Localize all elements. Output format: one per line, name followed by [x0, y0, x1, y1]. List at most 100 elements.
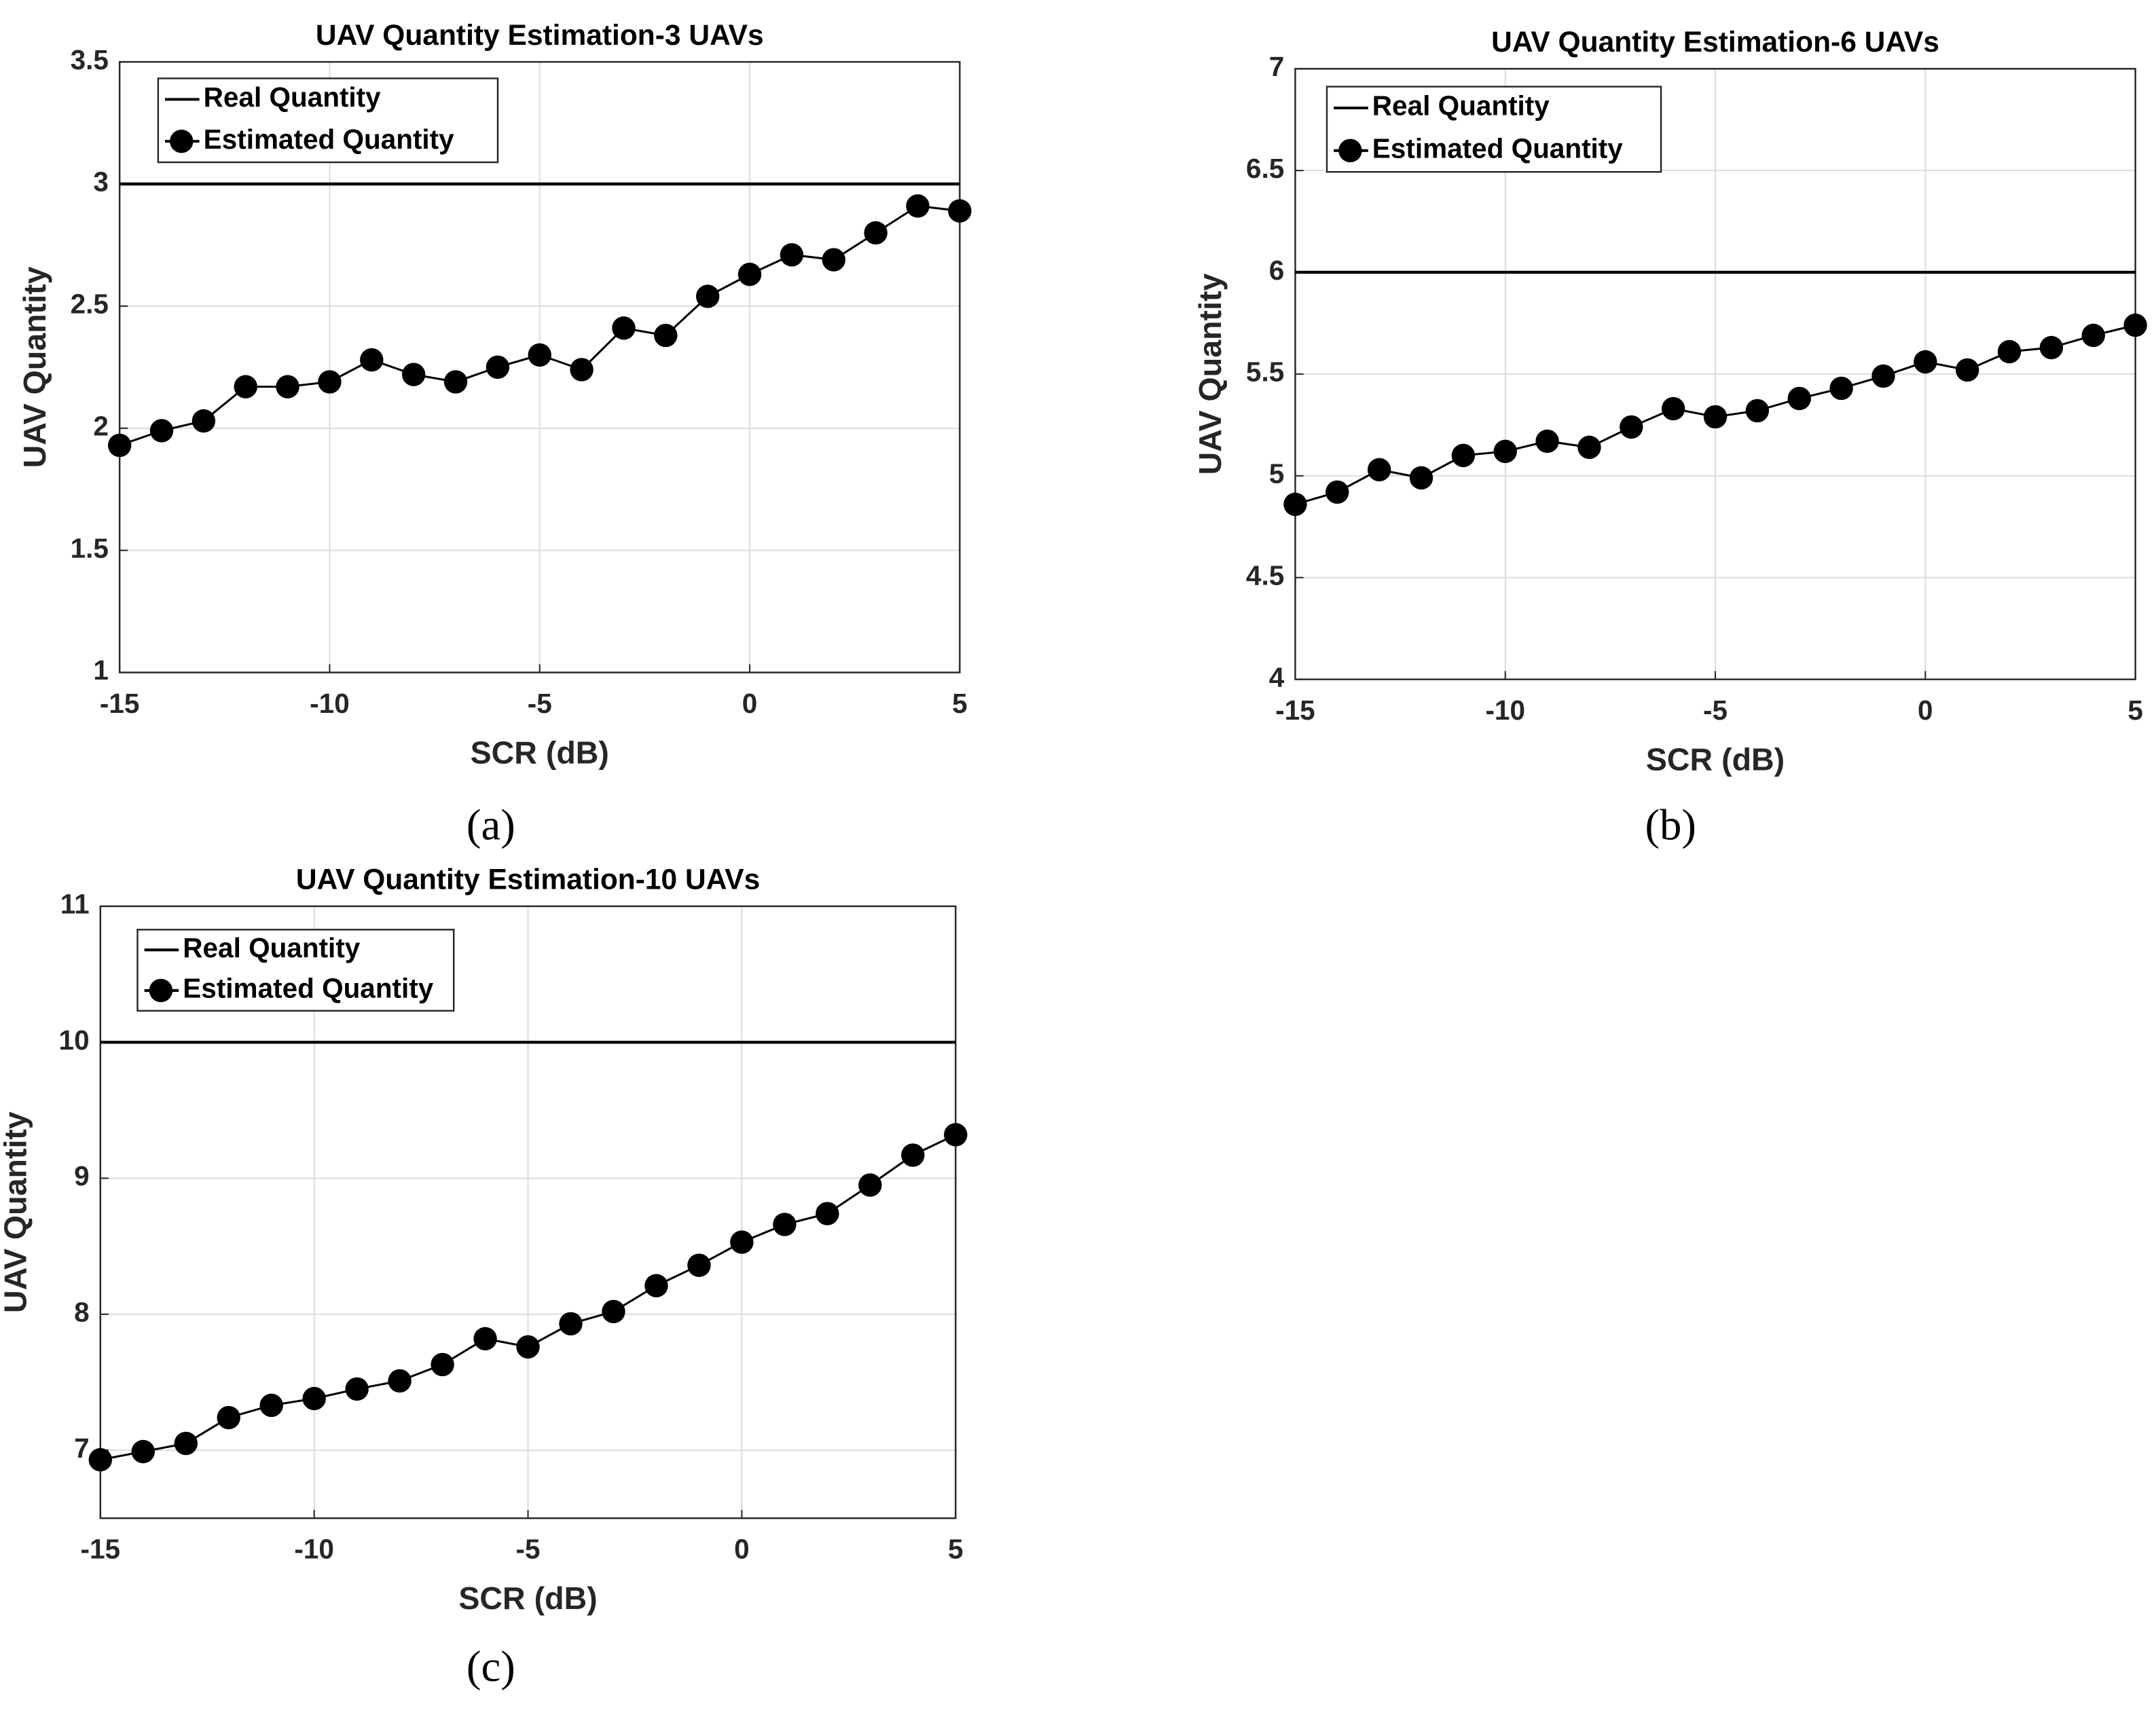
- marker: [822, 248, 845, 272]
- marker: [486, 355, 510, 380]
- marker: [816, 1202, 839, 1225]
- marker: [473, 1327, 497, 1351]
- marker: [1577, 435, 1601, 460]
- marker: [1914, 350, 1937, 374]
- marker: [1367, 458, 1391, 482]
- y-tick-label: 1: [93, 654, 109, 686]
- x-tick-label: -10: [1485, 695, 1525, 726]
- x-tick-label: 5: [948, 1534, 964, 1565]
- legend-marker: [1338, 138, 1362, 163]
- chart-title: UAV Quantity Estimation-10 UAVs: [296, 864, 760, 896]
- marker: [149, 419, 174, 443]
- marker: [901, 1143, 925, 1167]
- marker: [559, 1312, 583, 1336]
- x-tick-label: -15: [1275, 695, 1315, 726]
- marker: [1787, 386, 1811, 411]
- marker: [1997, 339, 2022, 364]
- marker: [174, 1431, 198, 1456]
- y-tick-label: 3.5: [71, 44, 109, 75]
- x-tick-label: -10: [310, 688, 350, 719]
- y-tick-label: 9: [74, 1160, 90, 1191]
- x-axis-label: SCR (dB): [458, 1581, 597, 1616]
- marker: [906, 194, 930, 218]
- marker: [864, 221, 888, 245]
- chart-title: UAV Quantity Estimation-3 UAVs: [316, 20, 764, 52]
- caption: (c): [467, 1642, 515, 1691]
- y-tick-label: 3: [93, 166, 109, 198]
- marker: [2123, 313, 2147, 337]
- caption: (a): [467, 800, 515, 849]
- marker: [1703, 405, 1728, 429]
- marker: [944, 1123, 968, 1147]
- x-tick-label: -15: [81, 1534, 121, 1565]
- marker: [131, 1439, 156, 1464]
- marker: [1493, 439, 1517, 464]
- marker: [217, 1405, 240, 1430]
- y-tick-label: 10: [59, 1024, 90, 1056]
- y-tick-label: 7: [1269, 51, 1285, 82]
- marker: [602, 1299, 625, 1324]
- legend-marker: [170, 129, 194, 153]
- marker: [948, 199, 972, 223]
- marker: [443, 370, 468, 394]
- y-tick-label: 1.5: [71, 532, 109, 563]
- plot-frame: [118, 60, 961, 673]
- legend-label: Estimated Quantity: [204, 124, 454, 155]
- marker: [276, 375, 299, 399]
- marker: [345, 1377, 369, 1401]
- marker: [302, 1386, 326, 1411]
- y-tick-label: 6.5: [1246, 153, 1284, 184]
- marker: [644, 1274, 668, 1297]
- legend-label: Real Quantity: [1372, 90, 1550, 122]
- marker: [1829, 376, 1853, 401]
- marker: [516, 1335, 540, 1359]
- marker: [318, 370, 342, 394]
- y-tick-label: 7: [74, 1432, 90, 1464]
- marker: [780, 243, 804, 267]
- legend-label: Real Quantity: [204, 81, 381, 113]
- x-tick-label: -10: [294, 1534, 334, 1565]
- legend-marker: [149, 978, 173, 1003]
- x-tick-label: -5: [528, 688, 552, 719]
- x-tick-label: 0: [742, 688, 758, 719]
- marker: [612, 316, 636, 340]
- y-tick-label: 6: [1269, 255, 1285, 286]
- marker: [528, 343, 551, 367]
- x-axis-label: SCR (dB): [471, 735, 609, 770]
- plot-frame: [1294, 68, 2136, 680]
- x-tick-label: 5: [952, 688, 968, 719]
- marker: [1535, 429, 1559, 454]
- marker: [1409, 466, 1433, 490]
- marker: [259, 1393, 283, 1418]
- marker: [654, 323, 678, 348]
- x-tick-label: -5: [516, 1534, 541, 1565]
- x-tick-label: -15: [100, 688, 140, 719]
- marker: [2081, 323, 2105, 348]
- marker: [88, 1447, 113, 1472]
- marker: [570, 358, 593, 382]
- x-tick-label: 0: [1918, 695, 1933, 726]
- legend-box: [1326, 86, 1662, 173]
- marker: [695, 284, 720, 308]
- marker: [730, 1230, 754, 1254]
- marker: [191, 409, 216, 433]
- y-tick-label: 11: [60, 889, 90, 920]
- marker: [388, 1369, 412, 1393]
- marker: [773, 1213, 797, 1236]
- x-tick-label: -5: [1703, 695, 1728, 726]
- marker: [107, 433, 132, 458]
- marker: [1745, 399, 1770, 423]
- legend-label: Estimated Quantity: [1372, 133, 1623, 164]
- marker: [360, 348, 384, 372]
- y-tick-label: 4.5: [1246, 559, 1284, 591]
- marker: [858, 1173, 882, 1197]
- legend-box: [157, 77, 499, 164]
- marker: [1283, 492, 1307, 517]
- caption: (b): [1645, 800, 1696, 849]
- x-axis-label: SCR (dB): [1646, 741, 1785, 777]
- legend-box: [136, 929, 455, 1012]
- y-tick-label: 5: [1269, 458, 1285, 489]
- marker: [1620, 415, 1643, 439]
